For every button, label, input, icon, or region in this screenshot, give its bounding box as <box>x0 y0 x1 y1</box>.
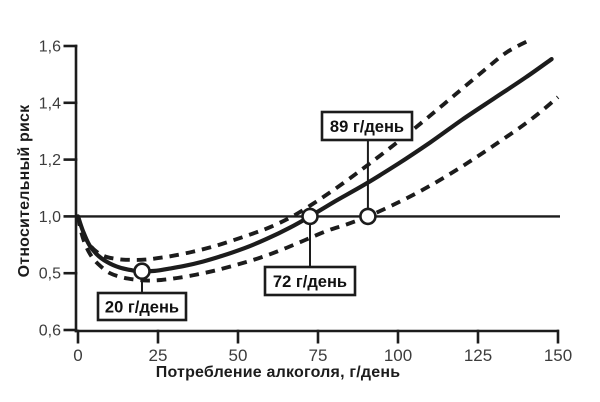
callout-box <box>263 265 357 297</box>
y-tick-label: 0,6 <box>39 323 61 340</box>
callout-label: 72 г/день <box>273 273 347 291</box>
x-tick-label: 125 <box>464 346 492 365</box>
point-marker <box>133 262 151 281</box>
curve-lower-confidence-bound <box>76 95 560 283</box>
x-tick-label: 150 <box>544 346 572 365</box>
point-marker <box>301 207 319 226</box>
y-axis-title: Относительный риск <box>16 104 33 278</box>
x-tick-label: 75 <box>309 346 328 365</box>
x-axis-title: Потребление алкоголя, г/день <box>155 364 401 381</box>
x-tick-label: 100 <box>384 346 412 365</box>
y-tick-label: 0,5 <box>39 266 61 283</box>
point-marker <box>359 207 377 226</box>
y-tick-label: 1,4 <box>39 95 61 112</box>
callout-label: 89 г/день <box>330 118 404 136</box>
y-tick-label: 1,0 <box>39 209 61 226</box>
callout-box <box>96 291 188 322</box>
callout-box <box>320 110 414 142</box>
x-tick-label: 50 <box>229 346 248 365</box>
y-tick-label: 1,2 <box>39 152 61 169</box>
callout-label: 20 г/день <box>105 299 179 317</box>
curve-central-estimate <box>75 57 554 274</box>
curve-upper-confidence-bound <box>76 38 531 262</box>
x-tick-label: 25 <box>149 346 168 365</box>
y-tick-label: 1,6 <box>39 39 61 56</box>
x-tick-label: 0 <box>73 346 82 365</box>
